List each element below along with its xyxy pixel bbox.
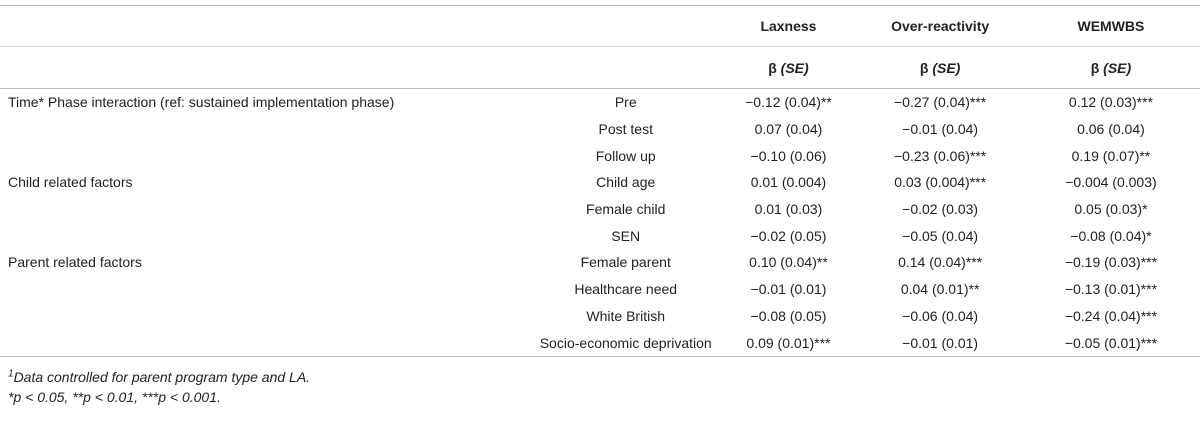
cell-over-reactivity: −0.01 (0.01) (858, 329, 1022, 357)
table-row: White British −0.08 (0.05) −0.06 (0.04) … (0, 303, 1200, 330)
cell-wemwbs: −0.08 (0.04)* (1070, 227, 1152, 244)
regression-table: Laxness Over-reactivity WEMWBS β (SE) β … (0, 5, 1200, 357)
cell-wemwbs: −0.13 (0.01)*** (1064, 281, 1158, 298)
table-row: Socio-economic deprivation 0.09 (0.01)**… (0, 329, 1200, 357)
cell-over-reactivity: −0.02 (0.03) (902, 201, 979, 218)
row-label: Follow up (595, 147, 656, 164)
cell-over-reactivity: −0.27 (0.04)*** (894, 94, 987, 111)
cell-laxness: −0.12 (0.04)** (745, 94, 832, 111)
cell-laxness: 0.01 (0.004) (750, 174, 827, 191)
cell-wemwbs: −0.24 (0.04)*** (1064, 307, 1158, 324)
stat-header-over-reactivity: β (SE) (858, 46, 1022, 89)
significance-note: *p < 0.05, **p < 0.01, ***p < 0.001. (8, 389, 221, 405)
beta-symbol: β (919, 59, 929, 76)
stat-header-laxness: β (SE) (718, 46, 859, 89)
se-label: (SE) (780, 59, 809, 76)
cell-laxness: 0.10 (0.04)** (749, 254, 828, 271)
row-label: Female child (586, 201, 666, 218)
row-group-label (0, 116, 533, 143)
footnote-text: Data controlled for parent program type … (13, 369, 311, 385)
table-row: Healthcare need −0.01 (0.01) 0.04 (0.01)… (0, 276, 1200, 303)
cell-wemwbs: −0.05 (0.01)*** (1021, 329, 1200, 357)
row-label: White British (586, 307, 665, 324)
table-row: Follow up −0.10 (0.06) −0.23 (0.06)*** 0… (0, 142, 1200, 169)
cell-laxness: 0.09 (0.01)*** (718, 329, 859, 357)
cell-wemwbs: 0.06 (0.04) (1077, 121, 1145, 138)
row-group-label: Time* Phase interaction (ref: sustained … (8, 94, 395, 111)
row-group-label (0, 196, 533, 223)
row-label: Post test (598, 121, 653, 138)
se-label: (SE) (1103, 59, 1132, 76)
table-footnotes: 1Data controlled for parent program type… (8, 367, 310, 407)
cell-wemwbs: 0.12 (0.03)*** (1068, 94, 1153, 111)
column-header-over-reactivity: Over-reactivity (858, 5, 1022, 47)
row-label: Child age (596, 174, 656, 191)
cell-over-reactivity: −0.06 (0.04) (902, 307, 979, 324)
cell-wemwbs: 0.05 (0.03)* (1074, 201, 1148, 218)
cell-over-reactivity: −0.01 (0.04) (902, 121, 979, 138)
table-row: Female child 0.01 (0.03) −0.02 (0.03) 0.… (0, 196, 1200, 223)
row-label: Socio-economic deprivation (532, 329, 719, 357)
cell-over-reactivity: 0.04 (0.01)** (900, 281, 980, 298)
row-label: Pre (614, 94, 637, 111)
cell-laxness: 0.07 (0.04) (754, 121, 823, 138)
beta-symbol: β (768, 59, 777, 76)
row-group-label: Child related factors (8, 174, 133, 191)
stat-header-wemwbs: β (SE) (1021, 46, 1200, 89)
header-empty-group-2 (0, 46, 533, 89)
footnote-control: 1Data controlled for parent program type… (8, 367, 310, 387)
cell-over-reactivity: −0.23 (0.06)*** (894, 147, 987, 164)
footnote-mark: 1 (8, 368, 14, 380)
row-label: Female parent (580, 254, 671, 271)
header-empty-label (532, 5, 719, 47)
header-row-statistic: β (SE) β (SE) β (SE) (0, 46, 1200, 89)
column-header-wemwbs: WEMWBS (1021, 5, 1200, 47)
row-group-label: Parent related factors (8, 254, 142, 271)
header-empty-group (0, 5, 533, 47)
row-group-label (0, 329, 533, 357)
table-row: Time* Phase interaction (ref: sustained … (0, 89, 1200, 116)
cell-laxness: −0.08 (0.05) (750, 307, 827, 324)
cell-laxness: −0.10 (0.06) (750, 147, 827, 164)
header-empty-label-2 (532, 46, 719, 89)
row-label: SEN (611, 227, 641, 244)
cell-laxness: 0.01 (0.03) (754, 201, 823, 218)
beta-symbol: β (1090, 59, 1100, 76)
row-label: Healthcare need (574, 281, 678, 298)
cell-wemwbs: 0.19 (0.07)** (1071, 147, 1151, 164)
row-group-label (0, 303, 533, 330)
row-group-label (0, 142, 533, 169)
cell-over-reactivity: 0.14 (0.04)*** (898, 254, 983, 271)
row-group-label (0, 276, 533, 303)
se-label: (SE) (932, 59, 961, 76)
cell-over-reactivity: 0.03 (0.004)*** (894, 174, 987, 191)
table-row: Post test 0.07 (0.04) −0.01 (0.04) 0.06 … (0, 116, 1200, 143)
table-row: Parent related factors Female parent 0.1… (0, 249, 1200, 276)
table-row: SEN −0.02 (0.05) −0.05 (0.04) −0.08 (0.0… (0, 222, 1200, 249)
cell-laxness: −0.02 (0.05) (750, 227, 827, 244)
cell-wemwbs: −0.19 (0.03)*** (1064, 254, 1158, 271)
header-row-variables: Laxness Over-reactivity WEMWBS (0, 5, 1200, 47)
cell-laxness: −0.01 (0.01) (750, 281, 827, 298)
cell-wemwbs: −0.004 (0.003) (1065, 174, 1157, 191)
table-row: Child related factors Child age 0.01 (0.… (0, 169, 1200, 196)
row-group-label (0, 222, 533, 249)
cell-over-reactivity: −0.05 (0.04) (902, 227, 979, 244)
column-header-laxness: Laxness (718, 5, 859, 47)
